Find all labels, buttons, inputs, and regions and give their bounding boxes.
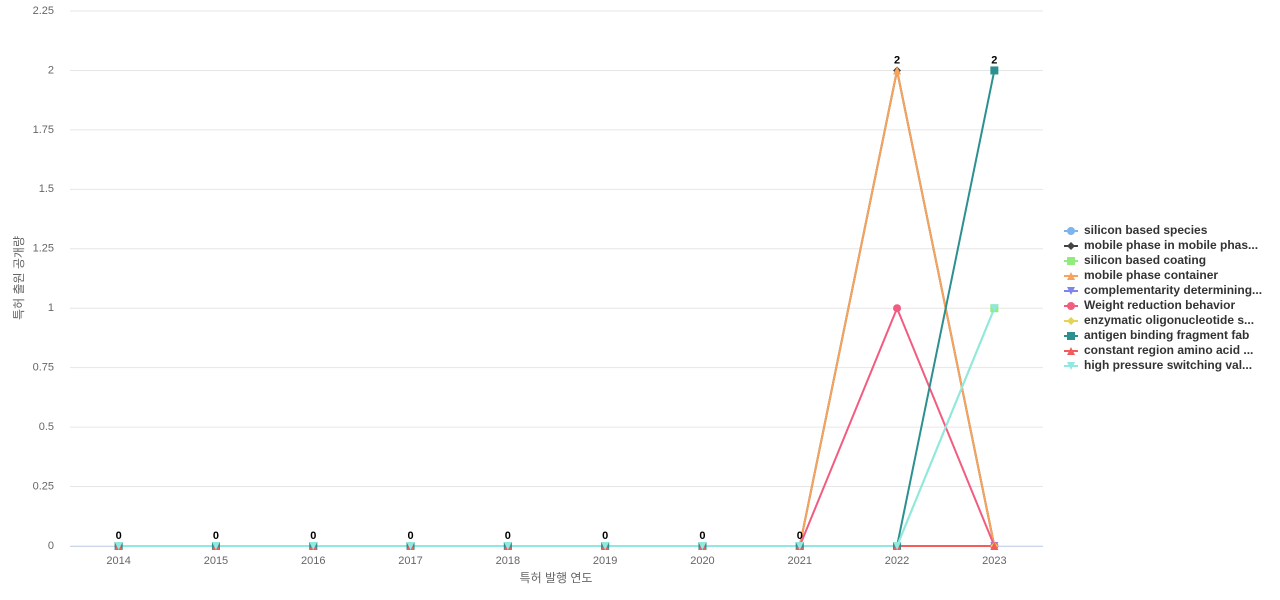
legend-label: silicon based coating: [1084, 253, 1206, 267]
y-tick-label: 0.25: [33, 480, 54, 492]
legend-label: constant region amino acid ...: [1084, 343, 1253, 357]
legend-label: mobile phase in mobile phas...: [1084, 238, 1258, 252]
marker: [1067, 347, 1075, 355]
y-tick-label: 1.75: [33, 124, 54, 136]
marker: [893, 304, 902, 313]
data-label: 0: [116, 530, 122, 542]
marker: [990, 542, 999, 550]
x-tick-label: 2017: [398, 555, 422, 567]
data-label: 0: [407, 530, 413, 542]
legend-item[interactable]: mobile phase in mobile phas...: [1064, 238, 1258, 252]
y-tick-label: 0: [48, 540, 54, 552]
marker: [990, 66, 999, 75]
x-tick-label: 2021: [788, 555, 812, 567]
marker: [211, 542, 220, 550]
legend-label: mobile phase container: [1084, 268, 1218, 282]
data-label: 0: [699, 530, 705, 542]
marker: [406, 542, 415, 550]
marker: [309, 542, 318, 550]
series-line: [118, 307, 996, 547]
legend-label: complementarity determining...: [1084, 283, 1262, 297]
legend-item[interactable]: enzymatic oligonucleotide s...: [1064, 313, 1254, 327]
x-tick-label: 2019: [593, 555, 617, 567]
marker: [1067, 302, 1075, 310]
marker: [698, 542, 707, 550]
y-tick-label: 2.25: [33, 5, 54, 17]
legend-label: antigen binding fragment fab: [1084, 328, 1249, 342]
data-label: 0: [602, 530, 608, 542]
marker: [1067, 227, 1075, 235]
marker: [1067, 257, 1075, 265]
x-tick-label: 2020: [690, 555, 714, 567]
legend-item[interactable]: silicon based coating: [1064, 253, 1206, 267]
x-tick-label: 2018: [496, 555, 520, 567]
legend-label: silicon based species: [1084, 223, 1208, 237]
marker: [795, 542, 804, 550]
y-axis-title: 특허 출원 공개량: [12, 236, 26, 320]
legend-label: enzymatic oligonucleotide s...: [1084, 313, 1254, 327]
y-tick-label: 1.25: [33, 243, 54, 255]
marker: [1067, 317, 1075, 325]
marker: [1067, 332, 1075, 340]
x-tick-label: 2022: [885, 555, 909, 567]
marker: [503, 542, 512, 550]
data-label: 0: [797, 530, 803, 542]
legend-item[interactable]: mobile phase container: [1064, 268, 1218, 282]
x-tick-label: 2016: [301, 555, 325, 567]
y-tick-label: 1: [48, 302, 54, 314]
x-axis-title: 특허 발행 연도: [520, 570, 593, 585]
x-tick-label: 2023: [982, 555, 1006, 567]
y-tick-label: 2: [48, 64, 54, 76]
marker: [114, 542, 123, 550]
marker: [601, 542, 610, 550]
marker: [893, 542, 902, 550]
legend-item[interactable]: constant region amino acid ...: [1064, 343, 1253, 357]
data-label: 0: [310, 530, 316, 542]
marker: [990, 304, 999, 313]
legend-item[interactable]: antigen binding fragment fab: [1064, 328, 1249, 342]
legend-label: Weight reduction behavior: [1084, 298, 1235, 312]
data-label: 0: [213, 530, 219, 542]
legend-item[interactable]: silicon based species: [1064, 223, 1208, 237]
marker: [1067, 272, 1075, 280]
legend-item[interactable]: high pressure switching val...: [1064, 358, 1252, 372]
legend-item[interactable]: complementarity determining...: [1064, 283, 1262, 297]
data-label: 2: [894, 54, 900, 66]
marker: [1067, 287, 1075, 295]
legend-label: high pressure switching val...: [1084, 358, 1252, 372]
y-tick-label: 0.5: [39, 421, 54, 433]
data-label: 0: [505, 530, 511, 542]
marker: [1067, 362, 1075, 370]
data-label: 2: [991, 54, 997, 66]
x-tick-label: 2015: [204, 555, 228, 567]
marker: [893, 66, 902, 75]
y-tick-label: 1.5: [39, 183, 54, 195]
marker: [1067, 242, 1075, 250]
x-tick-label: 2014: [106, 555, 130, 567]
y-tick-label: 0.75: [33, 362, 54, 374]
legend-item[interactable]: Weight reduction behavior: [1064, 298, 1235, 312]
